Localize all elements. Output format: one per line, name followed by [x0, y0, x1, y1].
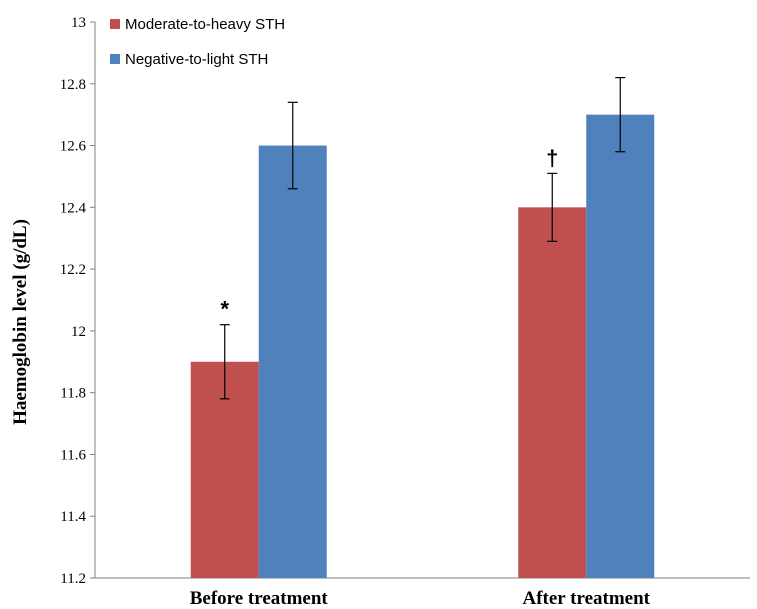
bar [586, 114, 655, 579]
significance-marks: *† [220, 145, 558, 321]
x-tick-labels: Before treatment After treatment [190, 588, 651, 609]
y-tick-label: 13 [71, 15, 86, 31]
legend-swatch [110, 19, 120, 29]
y-tick-label: 11.4 [60, 509, 86, 525]
bars [190, 114, 655, 579]
legend-label: Moderate-to-heavy STH [125, 16, 285, 33]
significance-marker: * [220, 297, 229, 322]
category-label: After treatment [523, 588, 651, 609]
y-tick-label: 12.8 [60, 77, 86, 93]
y-tick-label: 12 [71, 324, 86, 340]
category-label: Before treatment [190, 588, 329, 609]
y-tick-label: 12.4 [60, 200, 87, 216]
y-tick-label: 11.2 [60, 571, 86, 587]
bar [518, 207, 587, 579]
y-axis-label: Haemoglobin level (g/dL) [10, 219, 31, 425]
legend-swatch [110, 54, 120, 64]
y-tick-label: 11.8 [60, 386, 86, 402]
legend: Moderate-to-heavy STH Negative-to-light S… [110, 16, 285, 68]
y-tick-label: 11.6 [60, 447, 86, 463]
significance-marker: † [546, 145, 558, 170]
legend-label: Negative-to-light STH [125, 51, 268, 68]
y-tick-labels: 11.2 11.4 11.6 11.8 12 12.2 12.4 12.6 12.8 13 [60, 15, 95, 587]
y-tick-label: 12.2 [60, 262, 86, 278]
bar [258, 145, 327, 579]
error-bars [219, 76, 626, 400]
y-tick-label: 12.6 [60, 139, 87, 155]
